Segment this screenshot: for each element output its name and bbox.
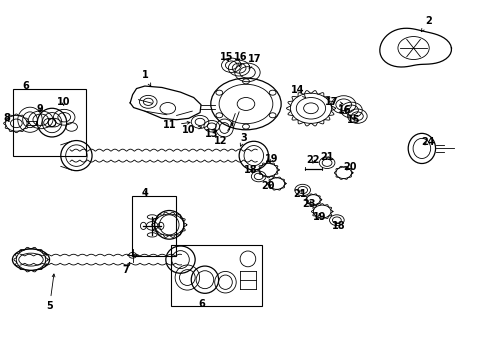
Text: 24: 24 (421, 138, 435, 147)
Text: 7: 7 (122, 262, 130, 275)
Text: 16: 16 (339, 105, 352, 115)
Bar (13, 89, 86, 156)
Text: 2: 2 (421, 17, 432, 32)
Text: 21: 21 (320, 152, 334, 162)
Text: 12: 12 (214, 123, 233, 145)
Text: 23: 23 (303, 199, 316, 210)
Text: 3: 3 (240, 133, 247, 146)
Text: 10: 10 (182, 125, 201, 135)
Text: 8: 8 (3, 113, 10, 123)
Text: 13: 13 (205, 129, 219, 139)
Text: 19: 19 (265, 154, 279, 164)
Text: 4: 4 (142, 188, 148, 198)
Text: 6: 6 (23, 81, 29, 91)
Text: 15: 15 (347, 115, 360, 125)
Text: 9: 9 (36, 104, 43, 114)
Text: 16: 16 (234, 52, 248, 67)
Text: 18: 18 (244, 165, 258, 175)
Text: 20: 20 (343, 162, 357, 172)
Text: 17: 17 (248, 54, 262, 69)
Text: 5: 5 (46, 274, 55, 311)
Text: 6: 6 (198, 299, 205, 309)
Text: 22: 22 (307, 155, 320, 165)
Text: 14: 14 (291, 85, 306, 98)
Text: 10: 10 (56, 97, 70, 107)
Text: 1: 1 (142, 70, 151, 86)
Text: 19: 19 (313, 212, 326, 221)
Text: 17: 17 (325, 97, 343, 107)
Text: 21: 21 (293, 189, 306, 199)
Text: 11: 11 (163, 121, 190, 130)
Text: 20: 20 (262, 181, 275, 192)
Bar (132, 196, 175, 256)
Bar (171, 245, 262, 306)
Text: 18: 18 (332, 221, 345, 231)
Text: 15: 15 (220, 52, 233, 62)
